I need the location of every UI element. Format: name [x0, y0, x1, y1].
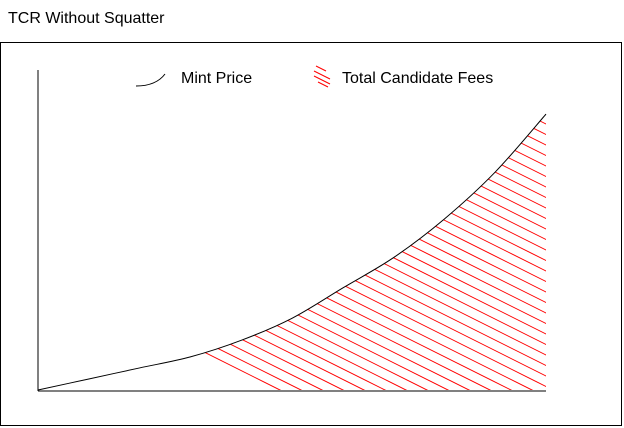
- hatch-line: [396, 114, 546, 390]
- hatch-line: [38, 114, 546, 390]
- hatch-line: [38, 114, 546, 390]
- hatch-line: [354, 114, 546, 390]
- hatch-line: [522, 114, 546, 390]
- chart-title: TCR Without Squatter: [8, 10, 165, 27]
- legend-fees-swatch: [313, 65, 331, 88]
- hatch-line: [102, 114, 546, 390]
- hatch-line: [207, 114, 546, 390]
- hatch-line: [291, 114, 546, 390]
- hatch-line: [38, 114, 546, 390]
- hatch-line: [38, 114, 546, 390]
- hatch-line: [607, 60, 624, 428]
- fee-area-hatch: [38, 60, 624, 428]
- mint-price-line: [37, 113, 547, 391]
- hatch-line: [38, 114, 546, 390]
- legend-mint-price-label: Mint Price: [181, 70, 252, 87]
- hatch-line: [480, 114, 546, 390]
- legend-mint-price-swatch: [135, 73, 166, 87]
- hatch-line: [249, 114, 546, 390]
- hatch-line: [38, 114, 546, 390]
- hatch-line: [438, 114, 546, 390]
- hatch-line: [459, 114, 546, 390]
- hatch-line: [38, 114, 546, 390]
- hatch-line: [38, 114, 484, 390]
- hatch-line: [38, 114, 546, 390]
- legend-fees-label: Total Candidate Fees: [342, 70, 493, 87]
- hatch-line: [38, 114, 526, 390]
- hatch-line: [586, 60, 624, 428]
- hatch-line: [144, 114, 546, 390]
- hatch-line: [38, 114, 546, 390]
- hatch-line: [270, 114, 546, 390]
- chart-frame: [0, 42, 622, 426]
- hatch-line: [543, 114, 546, 390]
- hatch-line: [39, 114, 546, 390]
- hatch-line: [333, 114, 546, 390]
- hatch-line: [312, 114, 546, 390]
- hatch-line: [38, 114, 421, 390]
- hatch-line: [565, 60, 624, 428]
- hatch-line: [123, 114, 546, 390]
- hatch-line: [501, 114, 546, 390]
- hatch-line: [81, 114, 546, 390]
- hatch-line: [38, 114, 546, 390]
- legend: Mint Price Total Candidate Fees: [135, 65, 493, 88]
- hatch-line: [165, 114, 546, 390]
- hatch-line: [38, 114, 442, 390]
- hatch-line: [38, 114, 546, 390]
- hatch-line: [186, 114, 546, 390]
- hatch-line: [38, 114, 546, 390]
